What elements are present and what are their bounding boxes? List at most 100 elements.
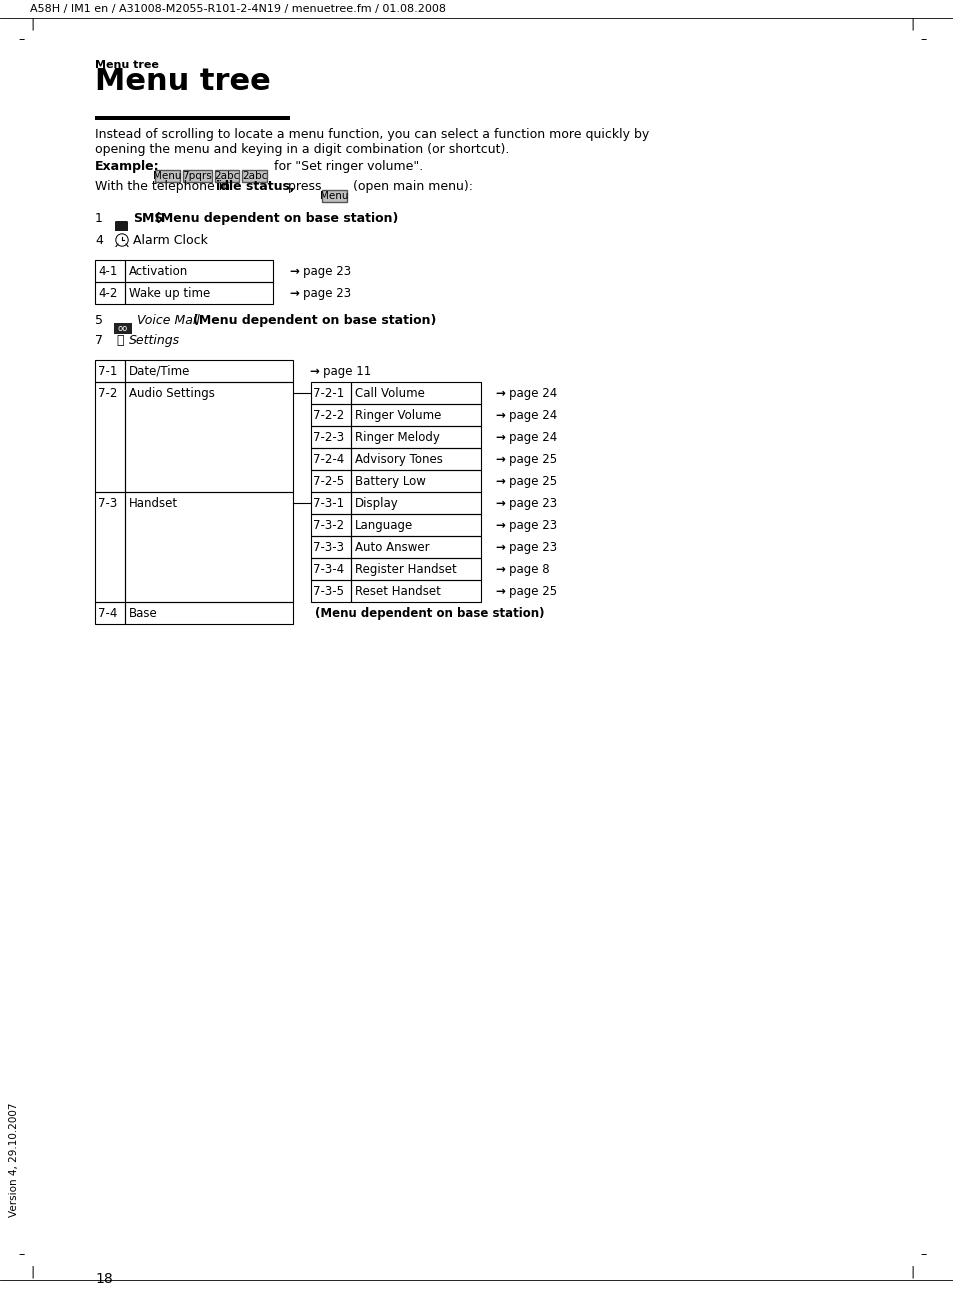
Text: Call Volume: Call Volume [355,387,424,400]
Text: Auto Answer: Auto Answer [355,541,429,554]
Text: |: | [909,1265,913,1278]
Text: Instead of scrolling to locate a menu function, you can select a function more q: Instead of scrolling to locate a menu fu… [95,128,649,141]
Bar [351,382,480,404]
Text: page 23: page 23 [303,265,351,278]
Text: page 25: page 25 [509,586,557,599]
Text: (Menu dependent on base station): (Menu dependent on base station) [193,314,436,327]
Bar [125,491,293,603]
Bar [95,382,125,491]
Text: page 23: page 23 [509,497,557,510]
Text: opening the menu and keying in a digit combination (or shortcut).: opening the menu and keying in a digit c… [95,142,509,156]
Text: 5: 5 [95,314,103,327]
Text: A58H / IM1 en / A31008-M2055-R101-2-4N19 / menuetree.fm / 01.08.2008: A58H / IM1 en / A31008-M2055-R101-2-4N19… [30,4,446,14]
Bar [311,491,351,514]
Text: (open main menu):: (open main menu): [353,180,473,193]
Text: Language: Language [355,519,413,532]
FancyBboxPatch shape [214,170,239,182]
Bar [311,382,351,404]
Bar [311,448,351,471]
Text: 7-3-5: 7-3-5 [313,586,344,599]
Text: –: – [919,1248,925,1261]
Text: →: → [495,586,504,599]
Text: page 8: page 8 [509,563,549,576]
Text: –: – [18,33,24,46]
Text: Handset: Handset [129,497,178,510]
FancyBboxPatch shape [242,170,267,182]
Text: →: → [289,265,298,278]
Text: page 25: page 25 [509,454,557,467]
Bar [125,359,293,382]
Circle shape [116,234,128,246]
Text: 4: 4 [95,234,103,247]
Bar [351,471,480,491]
Text: Activation: Activation [129,265,188,278]
Text: Menu tree: Menu tree [95,60,159,71]
Text: (Menu dependent on base station): (Menu dependent on base station) [314,606,544,620]
Text: page 24: page 24 [509,387,557,400]
Text: Settings: Settings [129,335,180,346]
Text: 18: 18 [95,1272,112,1286]
Text: SMS: SMS [132,212,163,225]
Bar [351,491,480,514]
Bar [125,282,273,305]
Text: 7pqrs: 7pqrs [182,171,212,180]
Text: Example:: Example: [95,159,159,173]
Text: page 24: page 24 [509,431,557,444]
Text: 7-2: 7-2 [98,387,117,400]
Bar [125,260,273,282]
Text: Reset Handset: Reset Handset [355,586,440,599]
Bar [351,536,480,558]
Text: |: | [30,1265,34,1278]
Bar [125,382,293,491]
Text: →: → [495,454,504,467]
Bar [113,323,132,335]
Bar [95,491,125,603]
Text: 7: 7 [95,335,103,346]
Text: 7-2-1: 7-2-1 [313,387,344,400]
Bar [351,580,480,603]
Text: 7-3: 7-3 [98,497,117,510]
FancyBboxPatch shape [182,170,212,182]
Bar [311,514,351,536]
Text: page 25: page 25 [509,474,557,488]
Bar [351,448,480,471]
Bar [95,116,290,120]
Text: page 23: page 23 [509,519,557,532]
Text: (Menu dependent on base station): (Menu dependent on base station) [154,212,398,225]
Text: 4-1: 4-1 [98,265,117,278]
Text: Menu: Menu [320,191,349,201]
Text: 7-3-1: 7-3-1 [313,497,344,510]
Text: →: → [495,431,504,444]
Text: –: – [919,33,925,46]
Text: →: → [309,365,318,378]
Text: 7-3-2: 7-3-2 [313,519,344,532]
Text: Menu tree: Menu tree [95,67,271,95]
Text: →: → [495,519,504,532]
Text: Wake up time: Wake up time [129,288,210,301]
Text: Menu: Menu [152,171,181,180]
Text: –: – [18,1248,24,1261]
Text: Alarm Clock: Alarm Clock [132,234,208,247]
Text: Ringer Volume: Ringer Volume [355,409,441,422]
Text: →: → [495,563,504,576]
Text: →: → [495,409,504,422]
Text: press: press [283,180,325,193]
Bar [95,260,125,282]
Text: Register Handset: Register Handset [355,563,456,576]
Text: oo: oo [118,324,128,333]
Text: 7-3-4: 7-3-4 [313,563,344,576]
Text: Ringer Melody: Ringer Melody [355,431,439,444]
Text: 2abc: 2abc [242,171,267,180]
Text: 7-2-4: 7-2-4 [313,454,344,467]
Text: →: → [495,541,504,554]
FancyBboxPatch shape [154,170,179,182]
Text: idle status,: idle status, [216,180,294,193]
Text: page 23: page 23 [303,288,351,301]
Bar [311,536,351,558]
Text: for "Set ringer volume".: for "Set ringer volume". [274,159,423,173]
Bar [311,580,351,603]
Bar [311,426,351,448]
Text: 1: 1 [95,212,103,225]
Bar [311,471,351,491]
Text: Battery Low: Battery Low [355,474,425,488]
